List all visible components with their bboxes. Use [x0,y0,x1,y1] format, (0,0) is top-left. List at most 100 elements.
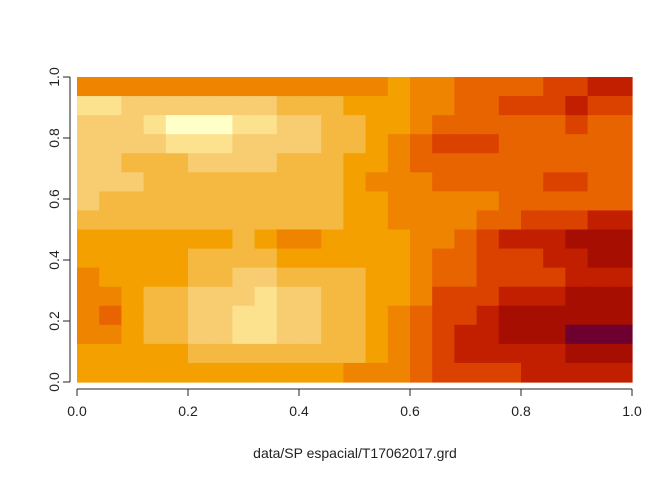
heatmap-cell [276,153,300,173]
heatmap-cell [587,343,611,364]
heatmap-cell [565,115,589,135]
heatmap-cell [587,115,611,135]
heatmap-cell [432,172,455,192]
y-tick-label: 1.0 [46,67,62,87]
heatmap-cell [99,172,122,192]
heatmap-cell [210,343,233,364]
heatmap-cell [232,210,256,231]
heatmap-cell [165,96,189,116]
heatmap-cell [232,362,256,383]
heatmap-cell [165,305,189,326]
heatmap-cell [321,172,344,192]
heatmap-cell [410,343,433,364]
heatmap-cell [565,210,589,231]
x-tick-label: 0.2 [178,403,198,419]
heatmap-cell [276,172,300,192]
heatmap-cell [543,191,566,212]
heatmap-cell [476,305,500,326]
heatmap-cell [343,343,367,364]
heatmap-cell [365,286,389,307]
heatmap-cell [188,210,211,231]
heatmap-cell [99,286,122,307]
heatmap-cell [165,248,189,269]
heatmap-cell [343,210,367,231]
heatmap-cell [77,343,100,364]
heatmap-cell [165,115,189,135]
heatmap-cell [99,229,122,250]
heatmap-cell [343,305,367,326]
heatmap-cell [587,286,611,307]
heatmap-cell [276,324,300,345]
heatmap-cell [188,115,211,135]
heatmap-cell [299,77,322,97]
heatmap-cell [276,343,300,364]
heatmap-cell [498,115,522,135]
heatmap-cell [254,267,278,288]
heatmap-cell [99,305,122,326]
x-tick-label: 0.6 [400,403,420,419]
heatmap-cell [99,134,122,154]
heatmap-cell [121,77,145,97]
heatmap-cell [387,343,411,364]
heatmap-cell [387,191,411,212]
heatmap-cell [476,362,500,383]
heatmap-cell [276,305,300,326]
heatmap-cell [387,77,411,97]
heatmap-cell [188,362,211,383]
heatmap-cell [188,286,211,307]
heatmap-cell [99,153,122,173]
heatmap-cell [254,248,278,269]
heatmap-cell [521,343,544,364]
heatmap-cell [365,96,389,116]
heatmap-cell [77,324,100,345]
heatmap-cell [410,134,433,154]
heatmap-cell [498,362,522,383]
heatmap-cell [99,324,122,345]
heatmap-cell [121,210,145,231]
heatmap-cell [476,210,500,231]
heatmap-cell [143,191,167,212]
heatmap-cell [343,115,367,135]
heatmap-cell [299,210,322,231]
heatmap-cell [454,115,478,135]
heatmap-cell [143,134,167,154]
heatmap-cell [210,210,233,231]
heatmap-cell [476,172,500,192]
heatmap-cell [609,267,633,288]
heatmap-cell [321,191,344,212]
heatmap-cell [565,191,589,212]
heatmap-cell [121,115,145,135]
heatmap-cell [165,134,189,154]
heatmap-cell [432,153,455,173]
heatmap-cell [432,134,455,154]
heatmap-cell [454,343,478,364]
heatmap-cell [343,77,367,97]
heatmap-cell [410,77,433,97]
heatmap-cell [498,210,522,231]
heatmap-cell [543,134,566,154]
heatmap-cell [521,324,544,345]
heatmap-cell [121,343,145,364]
heatmap-cell [299,362,322,383]
heatmap-cell [454,134,478,154]
heatmap-cell [77,305,100,326]
heatmap-cell [165,229,189,250]
heatmap-cell [410,153,433,173]
heatmap-cell [498,305,522,326]
heatmap-cell [143,248,167,269]
heatmap-cell [165,324,189,345]
heatmap-cell [410,191,433,212]
heatmap-cell [343,191,367,212]
heatmap-cell [498,191,522,212]
heatmap-cell [321,210,344,231]
heatmap-cell [210,362,233,383]
heatmap-cell [498,77,522,97]
heatmap-cell [476,77,500,97]
heatmap-cell [210,134,233,154]
heatmap-cell [321,153,344,173]
heatmap-cell [410,305,433,326]
heatmap-cell [188,343,211,364]
heatmap-cell [143,229,167,250]
heatmap-cell [232,172,256,192]
heatmap-cell [77,134,100,154]
